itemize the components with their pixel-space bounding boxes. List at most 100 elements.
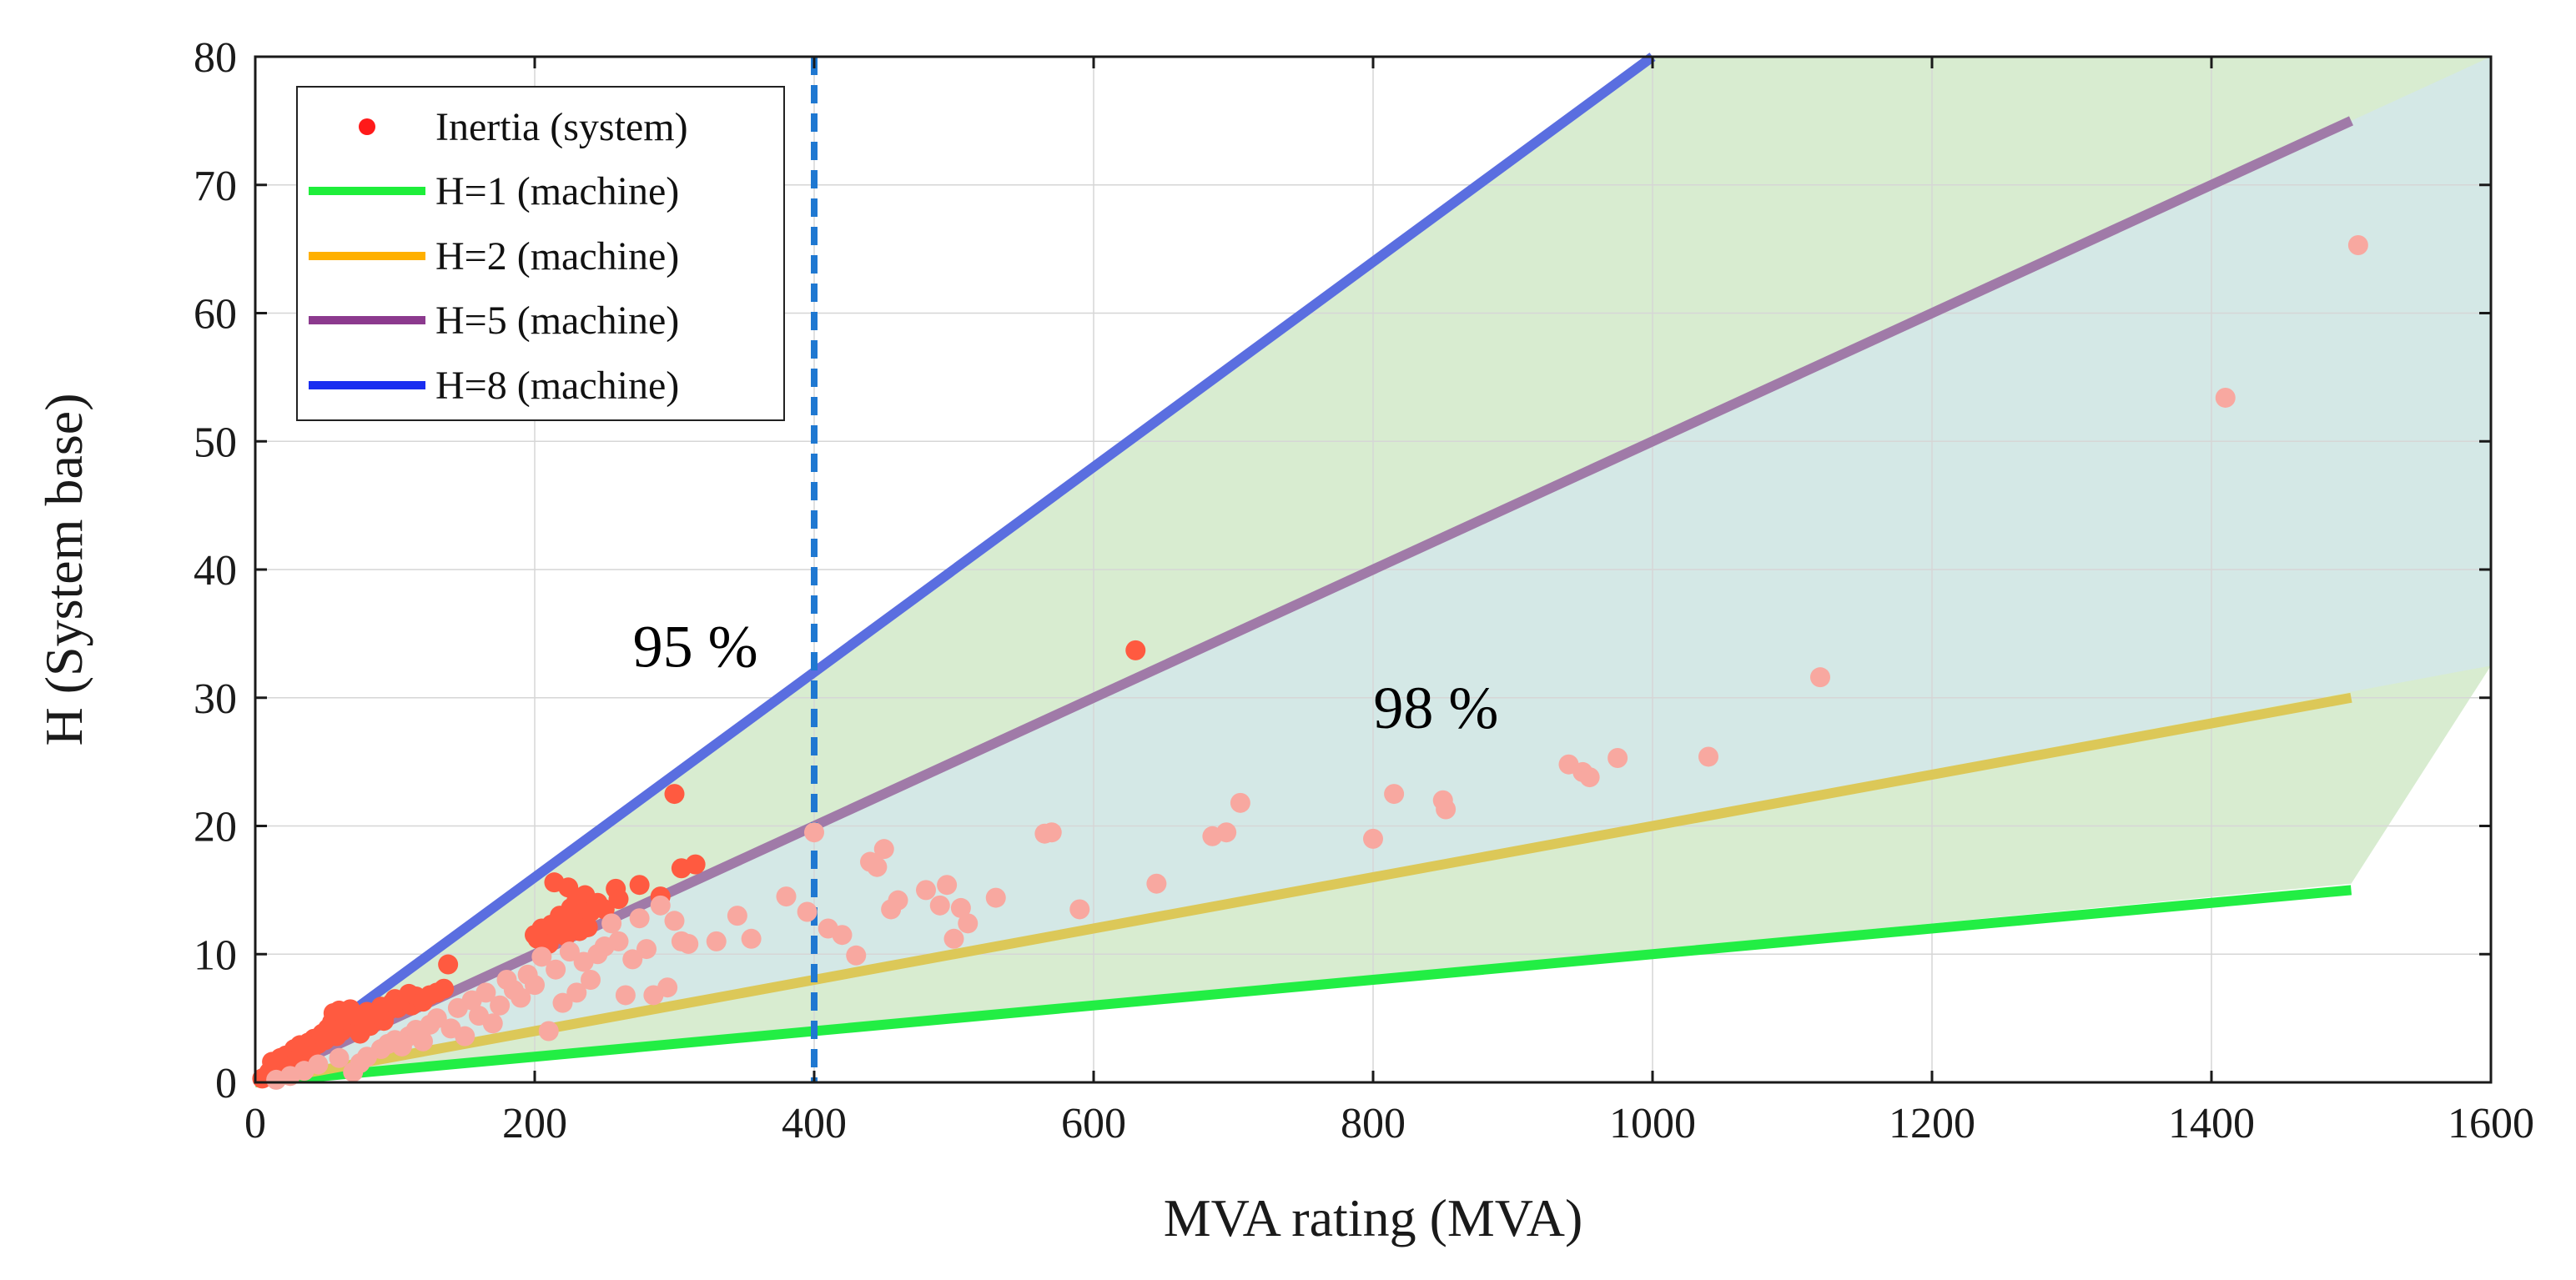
data-point-s1-55	[776, 886, 797, 907]
data-point-s1-88	[1698, 746, 1718, 767]
data-points	[252, 235, 2368, 1090]
x-tick-label-2: 400	[782, 1100, 847, 1147]
data-point-s1-45	[636, 939, 657, 960]
data-point-s1-89	[1810, 667, 1830, 688]
x-tick-label-1: 200	[502, 1100, 567, 1147]
data-point-s1-16	[426, 1008, 447, 1029]
y-tick-label-6: 60	[194, 291, 237, 339]
data-point-s1-41	[608, 931, 629, 951]
data-point-s1-66	[916, 880, 936, 901]
data-point-s1-76	[1146, 873, 1167, 894]
data-point-s1-33	[552, 992, 573, 1013]
data-point-s1-27	[511, 987, 531, 1008]
data-point-s1-57	[804, 822, 824, 843]
x-tick-label-6: 1200	[1889, 1100, 1975, 1147]
line-h-2-machine-	[254, 692, 2352, 1087]
data-point-s1-87	[1607, 748, 1628, 769]
x-axis-title: MVA rating (MVA)	[1164, 1188, 1583, 1247]
y-tick-label-2: 20	[194, 804, 237, 851]
data-point-s1-30	[531, 946, 552, 967]
data-point-s1-75	[1069, 899, 1090, 920]
data-point-s1-35	[566, 982, 587, 1003]
annotation-98-percent: 98 %	[1373, 675, 1498, 741]
legend: Inertia (system) H=1 (machine) H=2 (mach…	[296, 86, 785, 421]
data-point-s1-80	[1363, 828, 1383, 849]
data-point-s1-56	[797, 901, 818, 922]
data-point-s0-79	[685, 854, 706, 875]
data-point-s1-23	[482, 1013, 503, 1034]
data-point-s1-68	[937, 875, 958, 896]
data-point-s1-48	[657, 977, 678, 998]
data-point-s1-78	[1216, 822, 1237, 843]
legend-label-h2: H=2 (machine)	[435, 234, 679, 279]
data-point-s1-52	[706, 931, 727, 951]
data-point-s1-40	[601, 913, 622, 934]
data-point-s1-54	[741, 928, 762, 949]
data-point-s1-69	[943, 928, 964, 949]
data-point-s1-70	[950, 897, 971, 918]
data-point-s1-43	[622, 949, 643, 970]
x-tick-label-3: 600	[1061, 1100, 1126, 1147]
data-point-s1-4	[329, 1047, 350, 1068]
data-point-s1-19	[455, 1026, 475, 1047]
y-tick-label-7: 70	[194, 163, 237, 210]
data-point-s1-83	[1436, 799, 1457, 820]
x-tick-label-5: 1000	[1609, 1100, 1696, 1147]
data-point-s0-80	[1125, 640, 1146, 660]
y-tick-label-3: 30	[194, 675, 237, 723]
data-point-s0-74	[608, 889, 629, 910]
data-point-s0-69	[577, 916, 598, 937]
data-point-s1-74	[1041, 822, 1062, 843]
data-point-s1-31	[538, 1021, 559, 1042]
line-h-8-machine-	[252, 53, 1656, 1087]
data-point-s1-86	[1579, 767, 1600, 788]
data-point-s1-3	[308, 1054, 329, 1075]
data-point-s1-14	[413, 1031, 433, 1052]
data-point-s1-32	[546, 959, 566, 980]
y-tick-label-8: 80	[194, 34, 237, 82]
data-point-s1-22	[475, 982, 496, 1003]
data-point-s0-50	[438, 954, 459, 975]
data-point-s1-60	[846, 945, 867, 966]
data-point-s1-79	[1230, 792, 1250, 813]
data-point-s1-42	[615, 985, 636, 1006]
legend-label-h1: H=1 (machine)	[435, 169, 679, 213]
legend-label-h5: H=5 (machine)	[435, 299, 679, 343]
data-point-s1-91	[2347, 235, 2368, 256]
data-point-s1-81	[1384, 784, 1405, 805]
data-point-s1-49	[664, 911, 685, 931]
y-tick-label-5: 50	[194, 419, 237, 466]
data-point-s1-62	[867, 856, 888, 877]
axis-ticks: 0 200 400 600 800 1000 1200 1400 1600 0 10 20 30 40 50…	[194, 34, 2534, 1147]
data-point-s1-59	[832, 925, 853, 946]
data-point-s1-53	[727, 906, 747, 926]
data-point-s1-34	[559, 941, 580, 962]
y-tick-label-0: 0	[215, 1060, 237, 1107]
data-point-s1-29	[525, 975, 545, 996]
data-point-s1-63	[873, 839, 894, 860]
data-point-s1-37	[581, 970, 601, 990]
data-point-s1-71	[958, 913, 979, 934]
data-point-s1-44	[629, 908, 650, 929]
data-point-s0-49	[434, 978, 455, 999]
legend-marker-inertia	[359, 118, 375, 135]
x-tick-label-4: 800	[1341, 1100, 1406, 1147]
x-tick-label-0: 0	[244, 1100, 266, 1147]
data-point-s1-65	[888, 890, 908, 911]
data-point-s0-75	[629, 875, 650, 896]
x-tick-label-8: 1600	[2448, 1100, 2534, 1147]
data-point-s1-24	[490, 995, 511, 1016]
y-tick-label-1: 10	[194, 931, 237, 979]
x-tick-label-7: 1400	[2168, 1100, 2255, 1147]
data-point-s1-90	[2215, 387, 2236, 408]
data-point-s1-67	[929, 895, 950, 916]
legend-label-inertia: Inertia (system)	[435, 105, 688, 149]
line-h-1-machine-	[254, 885, 2352, 1087]
annotation-95-percent: 95 %	[633, 613, 758, 680]
y-tick-label-4: 40	[194, 547, 237, 595]
data-point-s1-47	[650, 895, 671, 916]
legend-label-h8: H=8 (machine)	[435, 364, 679, 408]
data-point-s1-72	[985, 887, 1006, 908]
y-axis-title: H (System base)	[34, 393, 93, 745]
